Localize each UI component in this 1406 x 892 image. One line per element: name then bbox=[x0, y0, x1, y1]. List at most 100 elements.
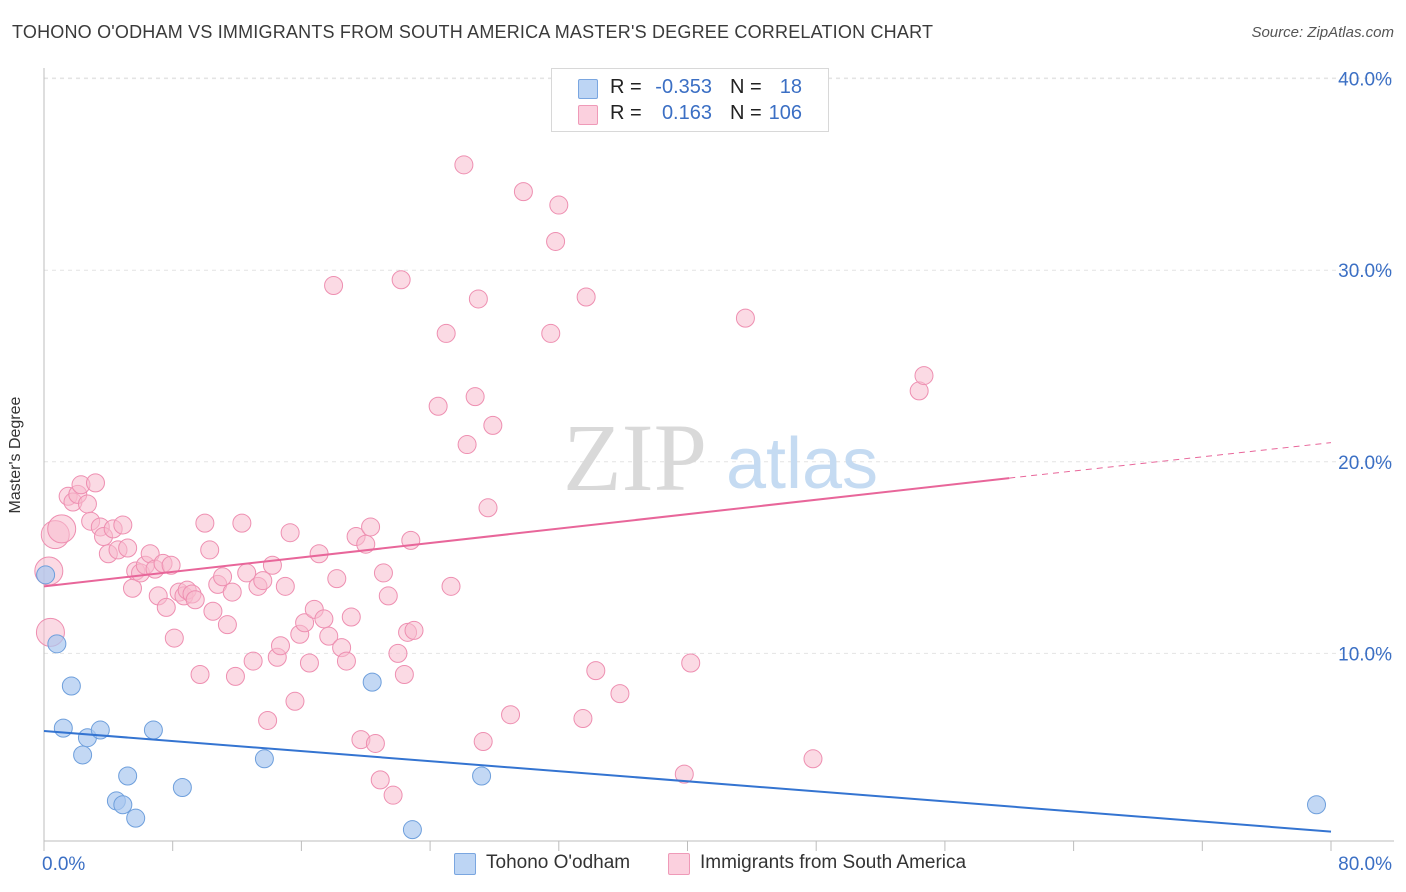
data-point bbox=[402, 820, 422, 840]
data-point bbox=[118, 766, 138, 786]
data-point bbox=[253, 571, 273, 591]
legend-label-immigrants: Immigrants from South America bbox=[700, 852, 967, 873]
data-point bbox=[378, 586, 398, 606]
legend-swatch-blue bbox=[578, 79, 598, 99]
y-tick-label: 40.0% bbox=[1338, 70, 1392, 91]
data-point bbox=[513, 182, 533, 202]
data-point bbox=[113, 795, 133, 815]
chart-title: TOHONO O'ODHAM VS IMMIGRANTS FROM SOUTH … bbox=[12, 22, 934, 42]
x-tick-label: 0.0% bbox=[42, 854, 85, 875]
data-point bbox=[674, 764, 694, 784]
legend-r-value: -0.353 bbox=[655, 76, 712, 98]
data-point bbox=[441, 576, 461, 596]
legend-r-label: R = bbox=[610, 76, 642, 98]
data-point bbox=[362, 672, 382, 692]
data-point bbox=[36, 565, 56, 585]
trend-line-tohono bbox=[43, 730, 1332, 833]
data-point bbox=[341, 607, 361, 627]
data-point bbox=[457, 435, 477, 455]
data-point bbox=[735, 308, 755, 328]
legend-r-label: R = bbox=[610, 102, 642, 124]
data-point bbox=[190, 664, 210, 684]
data-point bbox=[356, 534, 376, 554]
legend-n-value: 106 bbox=[768, 102, 802, 124]
data-point bbox=[361, 517, 381, 537]
data-point bbox=[222, 582, 242, 602]
data-point bbox=[391, 270, 411, 290]
data-point bbox=[295, 613, 315, 633]
data-point bbox=[225, 666, 245, 686]
data-point bbox=[573, 709, 593, 729]
data-point bbox=[232, 513, 252, 533]
data-point bbox=[365, 733, 385, 753]
data-point bbox=[309, 544, 329, 564]
data-point bbox=[541, 323, 561, 343]
data-point bbox=[324, 276, 344, 296]
series-immigrants-south-america bbox=[34, 155, 934, 805]
source-credit: Source: ZipAtlas.com bbox=[1251, 24, 1394, 41]
data-point bbox=[85, 473, 105, 493]
data-point bbox=[468, 289, 488, 309]
data-point bbox=[914, 366, 934, 386]
data-point bbox=[383, 785, 403, 805]
data-point bbox=[394, 664, 414, 684]
legend-swatch-pink bbox=[578, 105, 598, 125]
data-point bbox=[472, 766, 492, 786]
data-point bbox=[280, 523, 300, 543]
legend-swatch-pink bbox=[668, 853, 690, 875]
data-point bbox=[576, 287, 596, 307]
legend-row-immigrants: R = 0.163 N = 106 bbox=[552, 101, 828, 127]
trend-line-immigrants-projection bbox=[1009, 442, 1332, 479]
data-point bbox=[126, 808, 146, 828]
data-point bbox=[270, 636, 290, 656]
data-point bbox=[262, 555, 282, 575]
legend-n-label: N = bbox=[730, 76, 762, 98]
data-point bbox=[388, 643, 408, 663]
data-point bbox=[285, 691, 305, 711]
data-point bbox=[254, 749, 274, 769]
data-point bbox=[185, 590, 205, 610]
data-point bbox=[195, 513, 215, 533]
data-point bbox=[143, 720, 163, 740]
data-point bbox=[164, 628, 184, 648]
y-tick-label: 10.0% bbox=[1338, 644, 1392, 665]
data-point bbox=[370, 770, 390, 790]
data-point bbox=[404, 620, 424, 640]
trend-line-immigrants bbox=[43, 477, 1010, 588]
data-point bbox=[47, 634, 67, 654]
data-point bbox=[203, 601, 223, 621]
data-point bbox=[275, 576, 295, 596]
data-point bbox=[172, 778, 192, 798]
y-axis-title: Master's Degree bbox=[7, 396, 24, 514]
data-point bbox=[217, 615, 237, 635]
data-point bbox=[501, 705, 521, 725]
data-point bbox=[483, 415, 503, 435]
data-point bbox=[803, 749, 823, 769]
legend-label-tohono: Tohono O'odham bbox=[486, 852, 631, 873]
data-point bbox=[610, 684, 630, 704]
trend-lines bbox=[43, 442, 1332, 833]
data-point bbox=[47, 514, 77, 544]
data-point bbox=[243, 651, 263, 671]
data-point bbox=[53, 718, 73, 738]
legend-row-tohono: R = -0.353 N = 18 bbox=[552, 75, 828, 101]
data-point bbox=[454, 155, 474, 175]
data-point bbox=[478, 498, 498, 518]
data-point bbox=[436, 323, 456, 343]
data-point bbox=[113, 515, 133, 535]
legend-r-value: 0.163 bbox=[661, 102, 712, 124]
data-point bbox=[156, 597, 176, 617]
data-point bbox=[118, 538, 138, 558]
legend-n-label: N = bbox=[730, 102, 762, 124]
correlation-legend: R = -0.353 N = 18 R = 0.163 N = 106 bbox=[551, 68, 829, 132]
legend-n-value: 18 bbox=[779, 76, 802, 98]
data-point bbox=[546, 231, 566, 251]
series-tohono-oodham bbox=[36, 565, 1327, 840]
data-point bbox=[314, 609, 334, 629]
watermark-zip: ZIP bbox=[563, 404, 707, 511]
data-point bbox=[681, 653, 701, 673]
watermark: ZIP atlas bbox=[563, 404, 878, 511]
tick-labels: 10.0% 20.0% 30.0% 40.0% 0.0% 80.0% bbox=[42, 70, 1392, 875]
data-point bbox=[319, 626, 339, 646]
